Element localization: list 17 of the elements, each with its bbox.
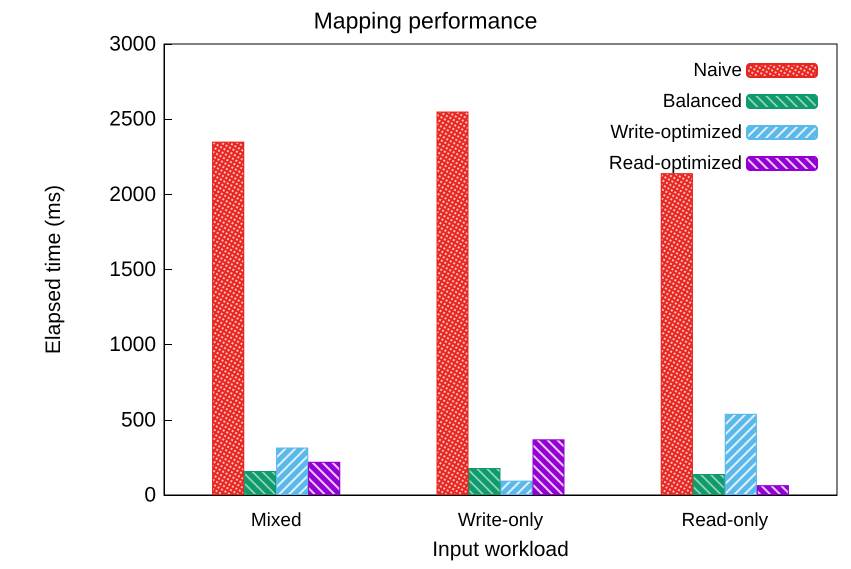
legend-label: Balanced [662,91,742,112]
y-tick-label: 3000 [109,32,156,56]
y-axis-title: Elapsed time (ms) [42,184,65,354]
x-tick-label: Mixed [250,510,302,531]
y-tick-label: 2500 [109,108,156,131]
y-tick-label: 1500 [109,258,156,281]
y-tick-label: 0 [144,484,156,506]
chart-title: Mapping performance [314,8,538,34]
y-tick-label: 500 [120,408,156,432]
y-tick-label: 1000 [109,333,156,356]
legend-label: Read-optimized [608,153,742,174]
x-axis-title: Input workload [432,538,569,561]
x-tick-label: Write-only [458,510,544,531]
legend-label: Naive [693,60,742,81]
legend-label: Write-optimized [610,122,742,143]
x-tick-label: Read-only [682,510,769,531]
y-tick-label: 2000 [109,182,156,206]
